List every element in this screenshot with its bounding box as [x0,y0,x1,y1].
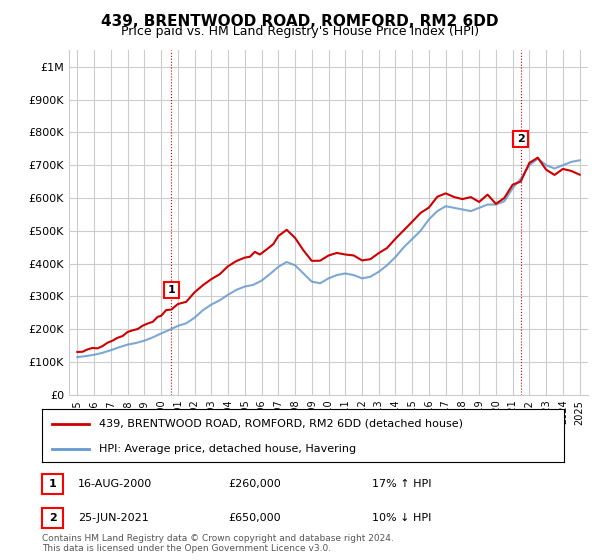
Text: 1: 1 [49,479,56,489]
Text: £260,000: £260,000 [228,479,281,489]
Text: 25-JUN-2021: 25-JUN-2021 [78,513,149,523]
Text: 2: 2 [49,513,56,523]
Text: Price paid vs. HM Land Registry's House Price Index (HPI): Price paid vs. HM Land Registry's House … [121,25,479,38]
Text: Contains HM Land Registry data © Crown copyright and database right 2024.
This d: Contains HM Land Registry data © Crown c… [42,534,394,553]
Text: 17% ↑ HPI: 17% ↑ HPI [372,479,431,489]
Text: 439, BRENTWOOD ROAD, ROMFORD, RM2 6DD (detached house): 439, BRENTWOOD ROAD, ROMFORD, RM2 6DD (d… [100,419,463,429]
Text: 16-AUG-2000: 16-AUG-2000 [78,479,152,489]
Text: 439, BRENTWOOD ROAD, ROMFORD, RM2 6DD: 439, BRENTWOOD ROAD, ROMFORD, RM2 6DD [101,14,499,29]
Text: 2: 2 [517,134,524,144]
Text: 10% ↓ HPI: 10% ↓ HPI [372,513,431,523]
Text: HPI: Average price, detached house, Havering: HPI: Average price, detached house, Have… [100,444,356,454]
Text: 1: 1 [167,285,175,295]
Text: £650,000: £650,000 [228,513,281,523]
